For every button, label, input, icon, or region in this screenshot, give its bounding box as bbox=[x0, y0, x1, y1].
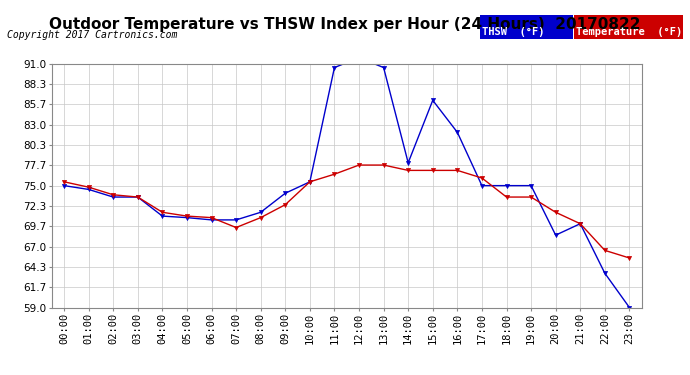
Text: THSW  (°F): THSW (°F) bbox=[482, 27, 544, 37]
Text: Copyright 2017 Cartronics.com: Copyright 2017 Cartronics.com bbox=[7, 30, 177, 40]
Text: Outdoor Temperature vs THSW Index per Hour (24 Hours)  20170822: Outdoor Temperature vs THSW Index per Ho… bbox=[49, 17, 641, 32]
Text: Temperature  (°F): Temperature (°F) bbox=[576, 27, 682, 37]
